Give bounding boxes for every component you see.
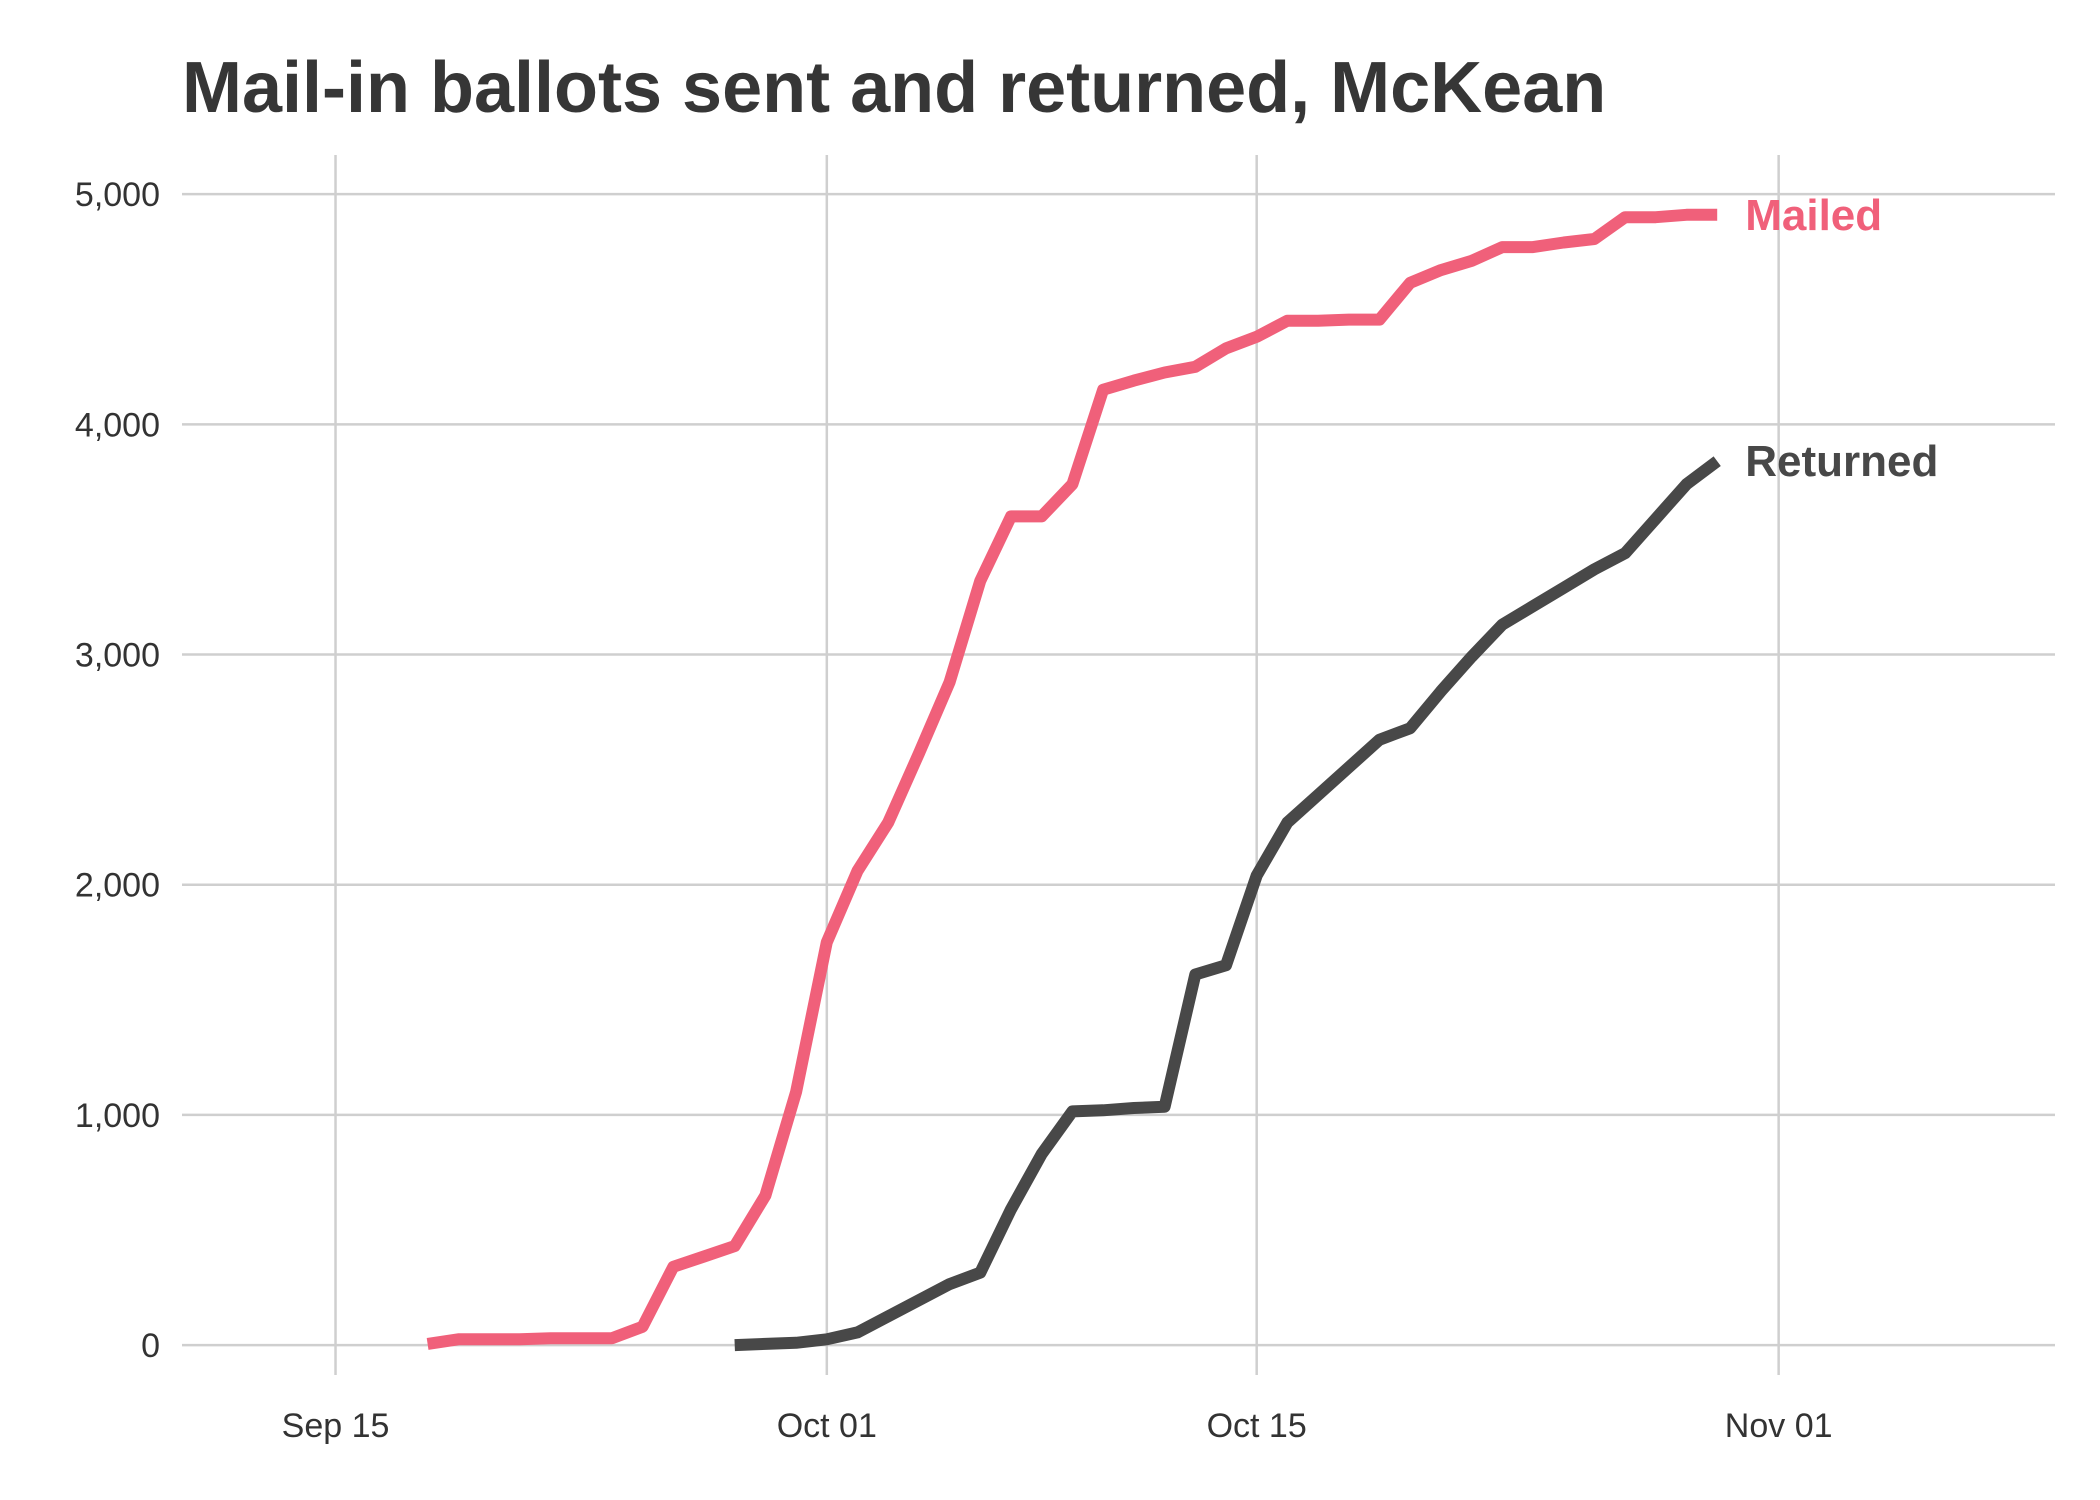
y-tick-label: 1,000 [75,1097,160,1135]
series-line-mailed [426,208,1718,1350]
series-line-returned [734,456,1721,1352]
y-tick-label: 5,000 [75,176,160,214]
series-end-labels: Mailed Returned [1745,191,1938,486]
y-tick-label: 2,000 [75,867,160,905]
y-tick-label: 0 [141,1327,160,1365]
x-tick-label: Sep 15 [282,1407,390,1445]
x-tick-label: Nov 01 [1725,1407,1833,1445]
series-label-mailed: Mailed [1745,191,1882,240]
series-lines [426,208,1721,1352]
x-tick-label: Oct 01 [777,1407,877,1445]
x-tick-label: Oct 15 [1207,1407,1307,1445]
gridlines [182,155,2055,1375]
y-tick-label: 3,000 [75,637,160,675]
chart-title: Mail-in ballots sent and returned, McKea… [182,48,1606,128]
y-tick-label: 4,000 [75,406,160,444]
series-label-returned: Returned [1745,437,1938,486]
axis-tick-labels: 0 1,000 2,000 3,000 4,000 5,000 Sep 15 Oct 01 Oc… [75,176,1833,1445]
